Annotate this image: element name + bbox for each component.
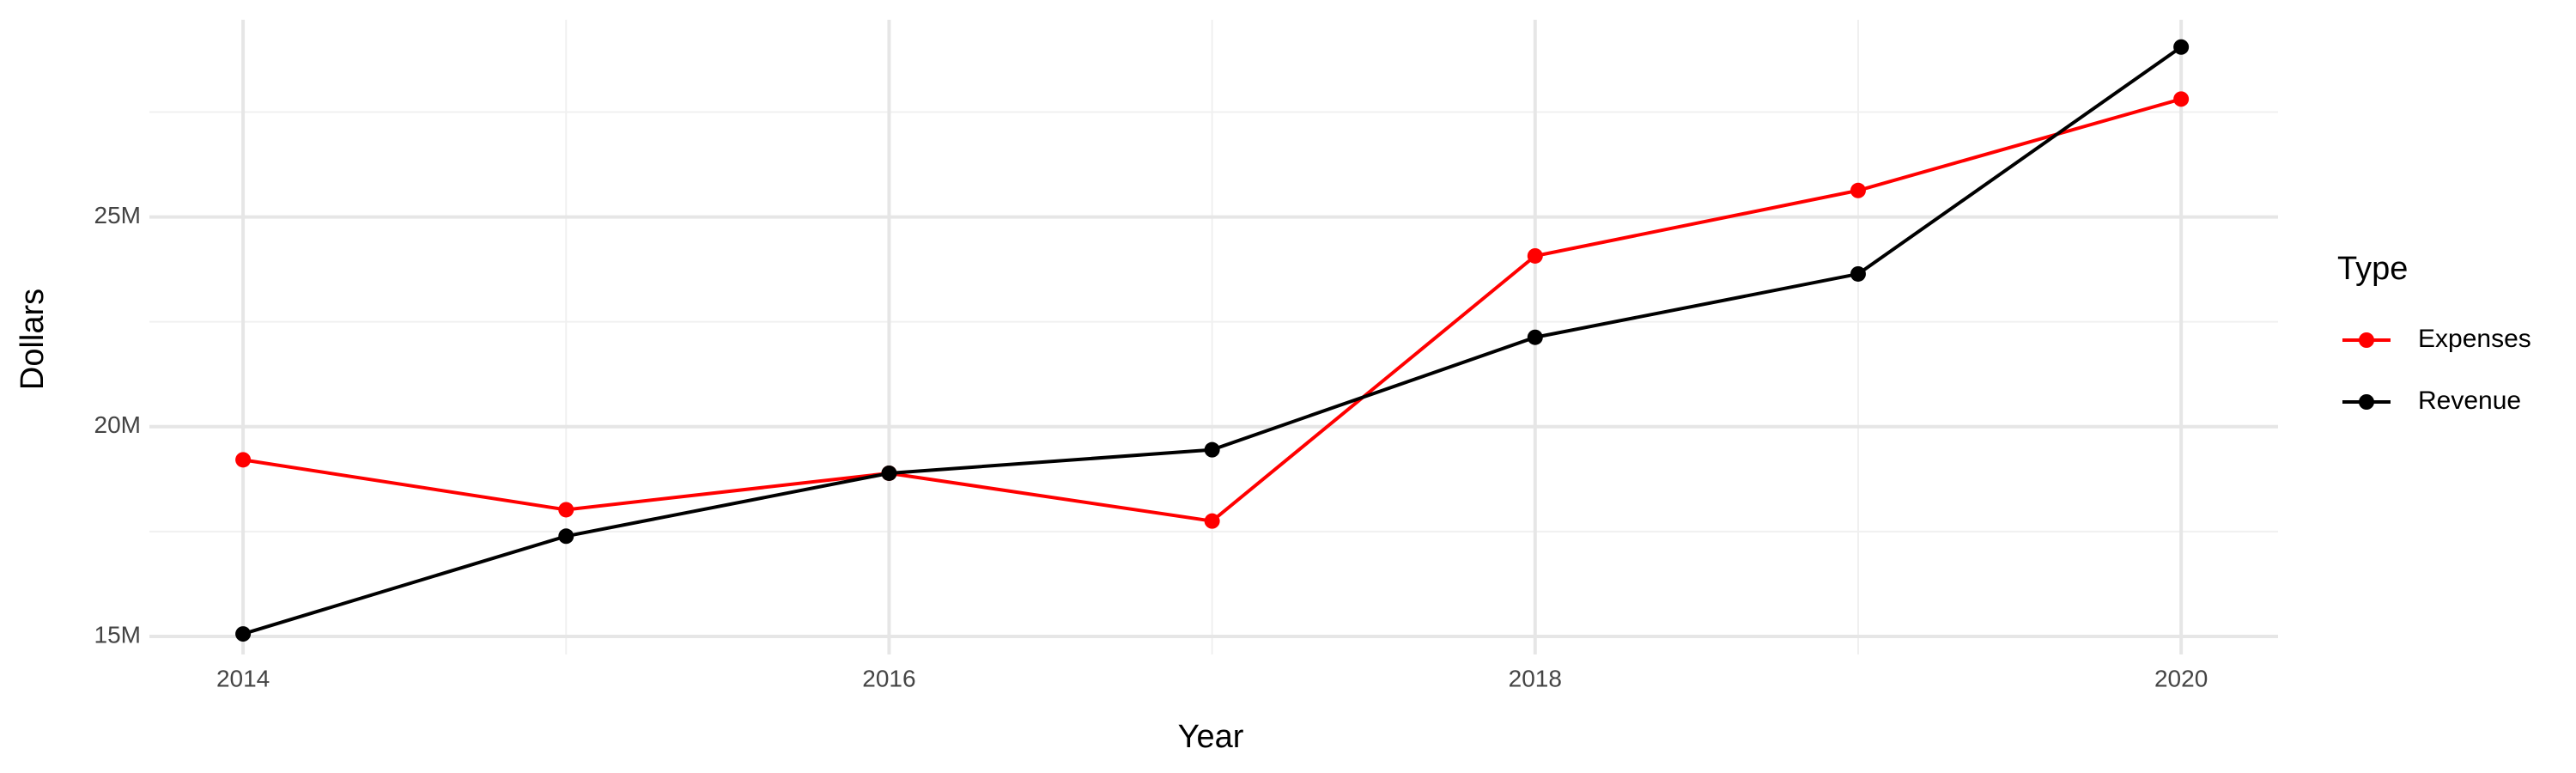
legend-key-point <box>2359 394 2374 410</box>
data-point <box>558 528 574 545</box>
data-point <box>1850 182 1866 198</box>
y-tick-label: 15M <box>94 621 141 648</box>
data-point <box>1527 247 1543 264</box>
legend-label: Expenses <box>2418 325 2531 353</box>
data-point <box>235 452 252 468</box>
data-point <box>881 465 897 481</box>
legend-title: Type <box>2337 251 2408 287</box>
x-axis-title: Year <box>1178 719 1244 755</box>
data-point <box>558 502 574 518</box>
y-tick-label: 25M <box>94 202 141 228</box>
x-tick-label: 2016 <box>862 665 915 691</box>
x-tick-label: 2018 <box>1509 665 1562 691</box>
data-point <box>2173 91 2190 107</box>
data-point <box>1204 441 1220 458</box>
legend-key-point <box>2359 332 2374 348</box>
x-tick-label: 2020 <box>2154 665 2208 691</box>
x-tick-label: 2014 <box>216 665 270 691</box>
data-point <box>235 626 252 642</box>
data-point <box>2173 39 2190 55</box>
data-point <box>1527 329 1543 345</box>
legend-label: Revenue <box>2418 386 2521 415</box>
data-point <box>1850 265 1866 282</box>
data-point <box>1204 513 1220 529</box>
y-tick-label: 20M <box>94 411 141 438</box>
y-axis-title: Dollars <box>15 289 51 390</box>
